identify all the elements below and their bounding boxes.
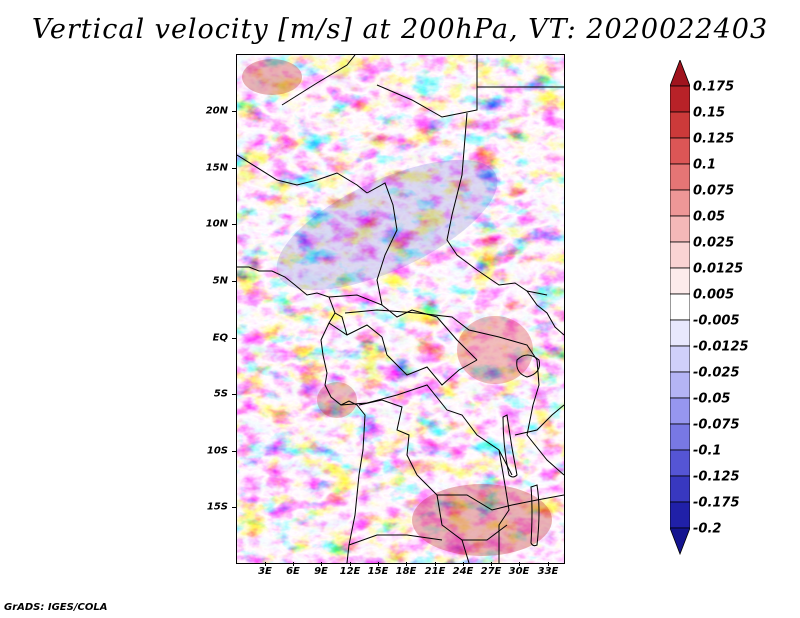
lat-tick — [232, 394, 236, 395]
lon-label-15e: 15E — [367, 566, 389, 577]
colorbar-segment — [670, 371, 690, 399]
lat-label-15s: 15S — [206, 501, 228, 513]
grads-credit: GrADS: IGES/COLA — [4, 602, 108, 613]
lat-label-eq: EQ — [212, 332, 228, 344]
colorbar-label: 0.125 — [693, 131, 735, 147]
lat-tick — [232, 451, 236, 452]
lat-tick — [232, 111, 236, 112]
lon-tick — [491, 562, 492, 566]
lon-label-27e: 27E — [480, 566, 502, 577]
colorbar-segment — [670, 449, 690, 477]
lon-tick — [519, 562, 520, 566]
lon-tick — [548, 562, 549, 566]
plot-title: Vertical velocity [m/s] at 200hPa, VT: 2… — [31, 14, 769, 45]
colorbar-segment — [670, 163, 690, 191]
colorbar-segment — [670, 85, 690, 113]
colorbar-segment — [670, 423, 690, 451]
lon-tick — [378, 562, 379, 566]
colorbar-label: 0.1 — [693, 157, 717, 173]
lat-label-5s: 5S — [213, 388, 228, 400]
colorbar-label: 0.15 — [693, 105, 726, 121]
colorbar-label: -0.025 — [693, 365, 740, 381]
lat-label-20n: 20N — [205, 105, 228, 117]
lon-label-24e: 24E — [452, 566, 474, 577]
colorbar-label: 0.175 — [693, 79, 735, 95]
colorbar-label: -0.005 — [693, 313, 740, 329]
lon-label-9e: 9E — [314, 566, 328, 577]
lat-label-10n: 10N — [205, 218, 228, 230]
colorbar-label: 0.005 — [693, 287, 735, 303]
colorbar-segment — [670, 267, 690, 295]
colorbar-label: -0.0125 — [693, 339, 749, 355]
colorbar-label: -0.175 — [693, 495, 740, 511]
map-panel — [236, 54, 565, 564]
lat-tick — [232, 507, 236, 508]
colorbar-label: 0.025 — [693, 235, 735, 251]
lon-label-6e: 6E — [286, 566, 300, 577]
lon-tick — [321, 562, 322, 566]
lon-tick — [293, 562, 294, 566]
colorbar-label: 0.0125 — [693, 261, 744, 277]
lon-label-30e: 30E — [508, 566, 530, 577]
lat-label-15n: 15N — [205, 162, 228, 174]
colorbar-label: 0.05 — [693, 209, 726, 225]
colorbar-segment — [670, 111, 690, 139]
lon-label-21e: 21E — [424, 566, 446, 577]
lat-label-10s: 10S — [206, 445, 228, 457]
colorbar-segment — [670, 189, 690, 217]
colorbar-segment — [670, 215, 690, 243]
colorbar-segment — [670, 345, 690, 373]
colorbar — [670, 60, 690, 556]
vertical-velocity-map — [237, 55, 564, 563]
colorbar-segment — [670, 319, 690, 347]
colorbar-label: 0.075 — [693, 183, 735, 199]
lon-tick — [406, 562, 407, 566]
lon-tick — [350, 562, 351, 566]
colorbar-min-arrow — [670, 527, 690, 556]
lon-label-3e: 3E — [258, 566, 272, 577]
lon-label-18e: 18E — [395, 566, 417, 577]
lon-label-12e: 12E — [339, 566, 361, 577]
country-borders — [237, 55, 564, 563]
lon-tick — [265, 562, 266, 566]
lon-tick — [435, 562, 436, 566]
velocity-field — [237, 55, 564, 563]
colorbar-label: -0.2 — [693, 521, 722, 537]
colorbar-segment — [670, 293, 690, 321]
colorbar-label: -0.05 — [693, 391, 731, 407]
colorbar-label: -0.1 — [693, 443, 722, 459]
colorbar-segment — [670, 501, 690, 529]
lakes — [502, 354, 540, 547]
colorbar-segment — [670, 137, 690, 165]
lat-tick — [232, 338, 236, 339]
lat-tick — [232, 224, 236, 225]
colorbar-max-arrow — [670, 60, 690, 87]
lon-tick — [463, 562, 464, 566]
lat-tick — [232, 168, 236, 169]
lon-label-33e: 33E — [537, 566, 559, 577]
colorbar-segment — [670, 397, 690, 425]
lat-tick — [232, 281, 236, 282]
colorbar-label: -0.125 — [693, 469, 740, 485]
colorbar-segment — [670, 475, 690, 503]
colorbar-label: -0.075 — [693, 417, 740, 433]
colorbar-segment — [670, 241, 690, 269]
lat-label-5n: 5N — [212, 275, 228, 287]
